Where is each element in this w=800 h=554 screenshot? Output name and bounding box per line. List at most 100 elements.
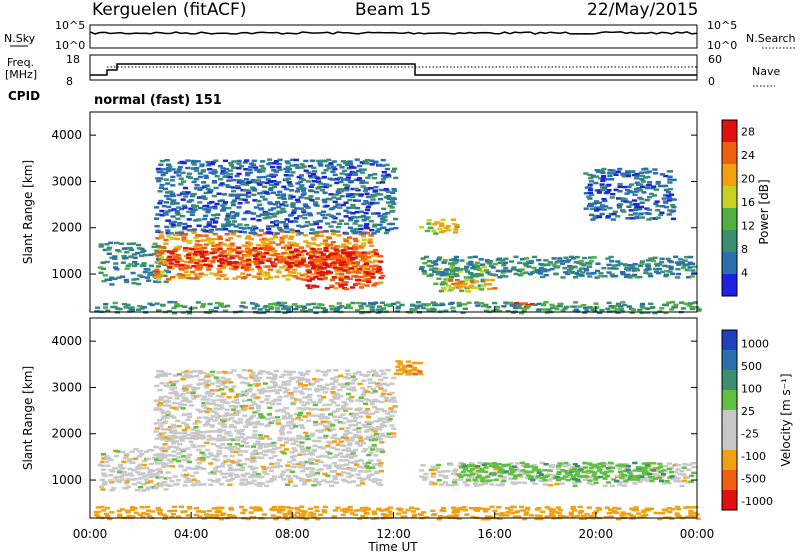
power-cell-2602 — [460, 311, 466, 314]
velocity-cell-1872 — [591, 471, 598, 474]
velocity-cell-1878 — [596, 466, 602, 469]
power-cell-1939 — [475, 265, 481, 268]
power-cell-1690 — [372, 223, 378, 226]
power-cell-119 — [154, 251, 160, 255]
velocity-cell-1278 — [342, 417, 348, 420]
power-cell-1511 — [317, 182, 323, 185]
power-cell-768 — [317, 263, 323, 267]
power-cell-998 — [170, 175, 176, 179]
power-cell-383 — [275, 243, 281, 246]
power-cell-2622 — [505, 310, 511, 313]
velocity-cell-1318 — [352, 428, 358, 432]
velocity-cell-1784 — [496, 463, 502, 466]
power-cell-1329 — [267, 201, 273, 204]
velocity-cell-1342 — [359, 373, 365, 376]
power-cell-2076 — [602, 275, 608, 278]
power-cell-2515 — [313, 311, 319, 315]
power-cell-2305 — [637, 207, 643, 211]
velocity-cell-463 — [297, 453, 303, 456]
power-cell-2394 — [667, 187, 673, 191]
power-cell-1556 — [332, 167, 338, 171]
velocity-cell-1583 — [532, 482, 538, 486]
velocity-cell-852 — [205, 373, 211, 376]
velocity-cell-1898 — [623, 479, 629, 482]
velocity-cell-1165 — [301, 387, 307, 390]
power-cell-1899 — [433, 263, 439, 266]
velocity-cell-1427 — [384, 383, 391, 387]
velocity-cell-1489 — [453, 483, 459, 486]
power-cell-2647 — [546, 308, 552, 311]
power-cell-309 — [244, 268, 250, 272]
power-colorbar-tick-5: 24 — [741, 149, 755, 162]
velocity-cell-1254 — [331, 401, 337, 404]
power-cell-2493 — [279, 304, 285, 307]
power-cell-1814 — [444, 274, 450, 277]
power-cell-1863 — [448, 287, 455, 290]
velocity-cell-1476 — [436, 463, 442, 467]
power-cell-97 — [155, 258, 161, 261]
power-cell-750 — [293, 248, 299, 251]
velocity-cell-213 — [189, 467, 195, 470]
power-cell-1345 — [271, 215, 277, 218]
power-cell-880 — [346, 258, 352, 262]
power-cell-1119 — [208, 228, 214, 232]
velocity-cell-1046 — [265, 423, 272, 427]
power-cell-2580 — [421, 303, 427, 306]
power-cell-261 — [217, 235, 223, 238]
velocity-cell-1195 — [316, 414, 322, 417]
velocity-cell-2119 — [311, 515, 317, 518]
velocity-cell-948 — [234, 429, 240, 432]
velocity-cell-2022 — [157, 508, 163, 512]
power-cell-2049 — [576, 269, 582, 273]
power-cell-245 — [214, 272, 220, 276]
power-cell-1658 — [363, 217, 370, 220]
power-cell-996 — [170, 194, 176, 198]
power-cell-129 — [159, 250, 165, 253]
velocity-cell-1803 — [520, 469, 526, 472]
power-cell-979 — [169, 202, 175, 205]
velocity-cell-423 — [281, 470, 287, 473]
velocity-cell-1306 — [348, 412, 354, 416]
power-cell-2071 — [595, 269, 601, 273]
velocity-cell-1097 — [283, 395, 289, 398]
velocity-cell-1387 — [374, 432, 380, 436]
power-cell-1824 — [449, 266, 455, 269]
velocity-cell-762 — [182, 384, 188, 388]
velocity-cell-346 — [248, 475, 254, 479]
power-cell-977 — [168, 209, 174, 212]
power-cell-1052 — [189, 194, 196, 198]
power-cell-525 — [331, 232, 337, 236]
power-cell-760 — [311, 267, 317, 270]
power-cell-2625 — [509, 304, 515, 307]
power-cell-613 — [364, 232, 371, 235]
power-cell-865 — [334, 257, 340, 260]
power-cell-347 — [257, 233, 263, 237]
velocity-cell-2040 — [197, 515, 203, 518]
power-cell-741 — [286, 246, 293, 250]
power-cell-1325 — [268, 212, 274, 216]
power-cell-1429 — [293, 163, 299, 167]
velocity-cell-1825 — [542, 469, 548, 472]
velocity-cell-1099 — [281, 386, 288, 390]
power-cell-1940 — [478, 273, 484, 276]
velocity-cell-932 — [226, 378, 232, 381]
velocity-cell-1880 — [602, 477, 608, 480]
power-cell-1915 — [448, 258, 454, 262]
velocity-cell-719 — [168, 380, 174, 384]
power-cell-1335 — [267, 180, 273, 183]
power-cell-701 — [248, 248, 254, 252]
power-cell-1341 — [274, 232, 280, 235]
power-cell-2231 — [601, 177, 607, 180]
power-cell-710 — [254, 258, 261, 261]
power-cell-183 — [186, 241, 192, 245]
power-cell-674 — [219, 258, 225, 261]
velocity-cell-1461 — [423, 476, 429, 479]
velocity-cell-2140 — [352, 513, 358, 517]
power-cell-1736 — [381, 207, 387, 211]
power-cell-1393 — [287, 183, 293, 186]
power-cell-241 — [209, 241, 215, 244]
power-cell-746 — [294, 261, 300, 264]
velocity-cell-372 — [255, 456, 261, 459]
power-cell-2480 — [254, 304, 260, 307]
power-cell-2 — [100, 267, 107, 270]
